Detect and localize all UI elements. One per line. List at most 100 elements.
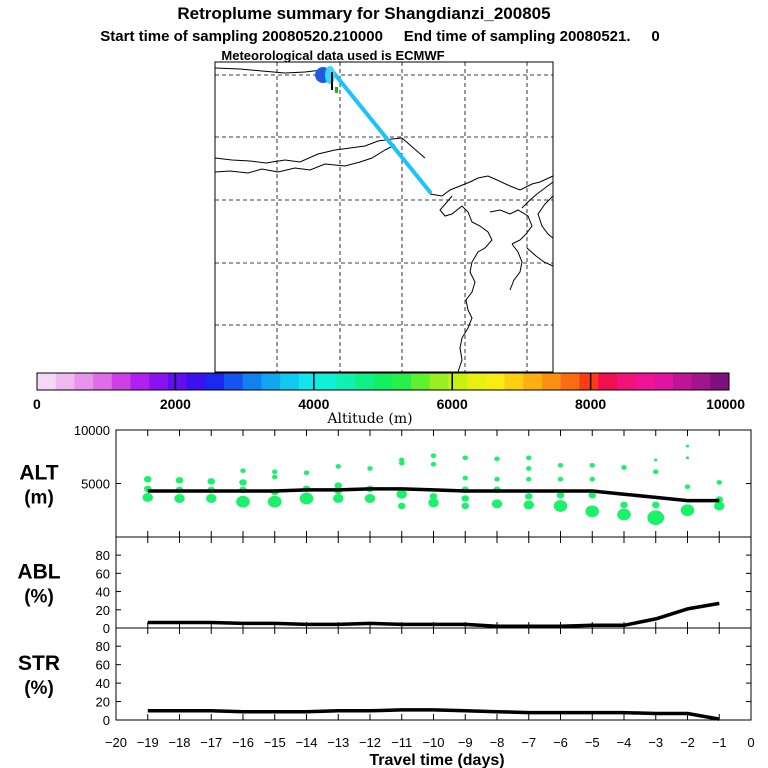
scatter-point (620, 501, 628, 509)
scatter-point (143, 475, 152, 483)
colorbar-swatch (280, 373, 300, 390)
scatter-point (556, 492, 565, 499)
scatter-point (399, 457, 405, 463)
scatter-point (680, 504, 695, 517)
x-tick-label: −8 (490, 735, 505, 750)
x-tick-label: −5 (585, 735, 600, 750)
x-tick-label: −17 (200, 735, 222, 750)
colorbar-tick-label: 10000 (706, 396, 745, 412)
scatter-point (553, 500, 568, 512)
scatter-point (526, 466, 532, 471)
scatter-point (647, 510, 665, 525)
x-tick-label: −4 (617, 735, 632, 750)
scatter-point (589, 462, 595, 468)
y-tick-label: 20 (96, 695, 110, 710)
scatter-point (461, 495, 470, 502)
alt-panel: 5000 10000 ALT (m) (19, 423, 752, 538)
receptor-site-tick (335, 87, 338, 93)
x-tick-label: −3 (648, 735, 663, 750)
scatter-point (206, 493, 217, 503)
x-tick-label: −18 (168, 735, 190, 750)
scatter-point (397, 502, 406, 510)
x-tick-label: −13 (327, 735, 349, 750)
colorbar-swatch (523, 373, 543, 390)
scatter-point (428, 498, 439, 508)
colorbar-swatch (74, 373, 94, 390)
colorbar-swatch (298, 373, 319, 390)
scatter-point (207, 478, 216, 485)
colorbar-swatch (205, 373, 225, 390)
x-tick-label: −10 (422, 735, 444, 750)
scatter-point (617, 508, 631, 521)
y-tick-label: 5000 (81, 477, 110, 492)
colorbar-swatch (373, 373, 393, 390)
x-tick-label: −20 (105, 735, 127, 750)
panel-unit: (%) (24, 678, 54, 699)
colorbar-swatch (55, 373, 75, 390)
trajectory-plume (331, 70, 432, 194)
panel-label: ABL (17, 561, 60, 584)
colorbar-tick-label: 2000 (160, 396, 191, 412)
colorbar-swatch (354, 373, 375, 390)
scatter-point (651, 501, 660, 509)
altitude-colorbar: 0 2000 4000 6000 8000 10000 (33, 372, 745, 412)
colorbar-swatch (598, 373, 618, 390)
colorbar-swatch (392, 373, 412, 390)
colorbar-swatch (261, 373, 281, 390)
y-tick-label: 0 (103, 713, 110, 728)
series-line (147, 487, 720, 503)
series-line (147, 708, 720, 721)
scatter-point (240, 468, 246, 473)
scatter-point (239, 479, 247, 486)
colorbar-swatch (411, 373, 431, 390)
scatter-point (333, 493, 344, 503)
scatter-point (303, 470, 310, 476)
colorbar-swatch (317, 373, 337, 390)
x-tick-label: 0 (747, 735, 754, 750)
y-tick-label: 80 (96, 548, 110, 563)
x-tick-label: −9 (458, 735, 473, 750)
colorbar-tick-label: 6000 (437, 396, 468, 412)
scatter-point (267, 495, 282, 508)
y-tick-label: 40 (96, 676, 110, 691)
scatter-point (494, 456, 500, 462)
x-tick-label: −1 (712, 735, 727, 750)
scatter-point (585, 505, 600, 518)
panel-label: ALT (19, 462, 58, 485)
colorbar-swatch (691, 373, 711, 390)
colorbar-swatch (579, 373, 599, 390)
colorbar-swatch (37, 373, 57, 390)
abl-panel: 0 20 40 60 80 ABL (%) (17, 536, 752, 636)
scatter-point (714, 501, 725, 511)
colorbar-swatch (224, 373, 244, 390)
figure-title: Retroplume summary for Shangdianzi_20080… (177, 4, 550, 23)
y-tick-label: 60 (96, 658, 110, 673)
scatter-point (557, 476, 564, 482)
colorbar-swatch (710, 373, 730, 390)
scatter-point (430, 453, 437, 459)
scatter-point (299, 492, 314, 505)
colorbar-swatch (111, 373, 132, 390)
series-line (147, 601, 720, 628)
scatter-point (557, 462, 564, 468)
scatter-point (272, 474, 278, 480)
panel-unit: (%) (24, 587, 54, 608)
sampling-times: Start time of sampling 20080520.210000 E… (100, 28, 659, 45)
x-tick-label: −19 (137, 735, 159, 750)
scatter-point (589, 476, 595, 482)
scatter-point (367, 466, 373, 471)
scatter-point (685, 444, 690, 448)
colorbar-swatch (93, 373, 113, 390)
scatter-point (272, 469, 278, 475)
travel-time-axis: −20 −19 −18 −17 −16 −15 −14 −13 −12 −11 −10 −9 −8 −7−… (105, 735, 755, 750)
x-tick-label: −2 (680, 735, 695, 750)
scatter-point (653, 469, 659, 475)
colorbar-swatch (504, 373, 524, 390)
colorbar-label: Altitude (m) (326, 411, 412, 427)
scatter-point (364, 493, 376, 503)
map-frame (214, 61, 554, 373)
scatter-point (588, 492, 597, 499)
x-tick-label: −6 (553, 735, 568, 750)
scatter-point (429, 493, 438, 500)
